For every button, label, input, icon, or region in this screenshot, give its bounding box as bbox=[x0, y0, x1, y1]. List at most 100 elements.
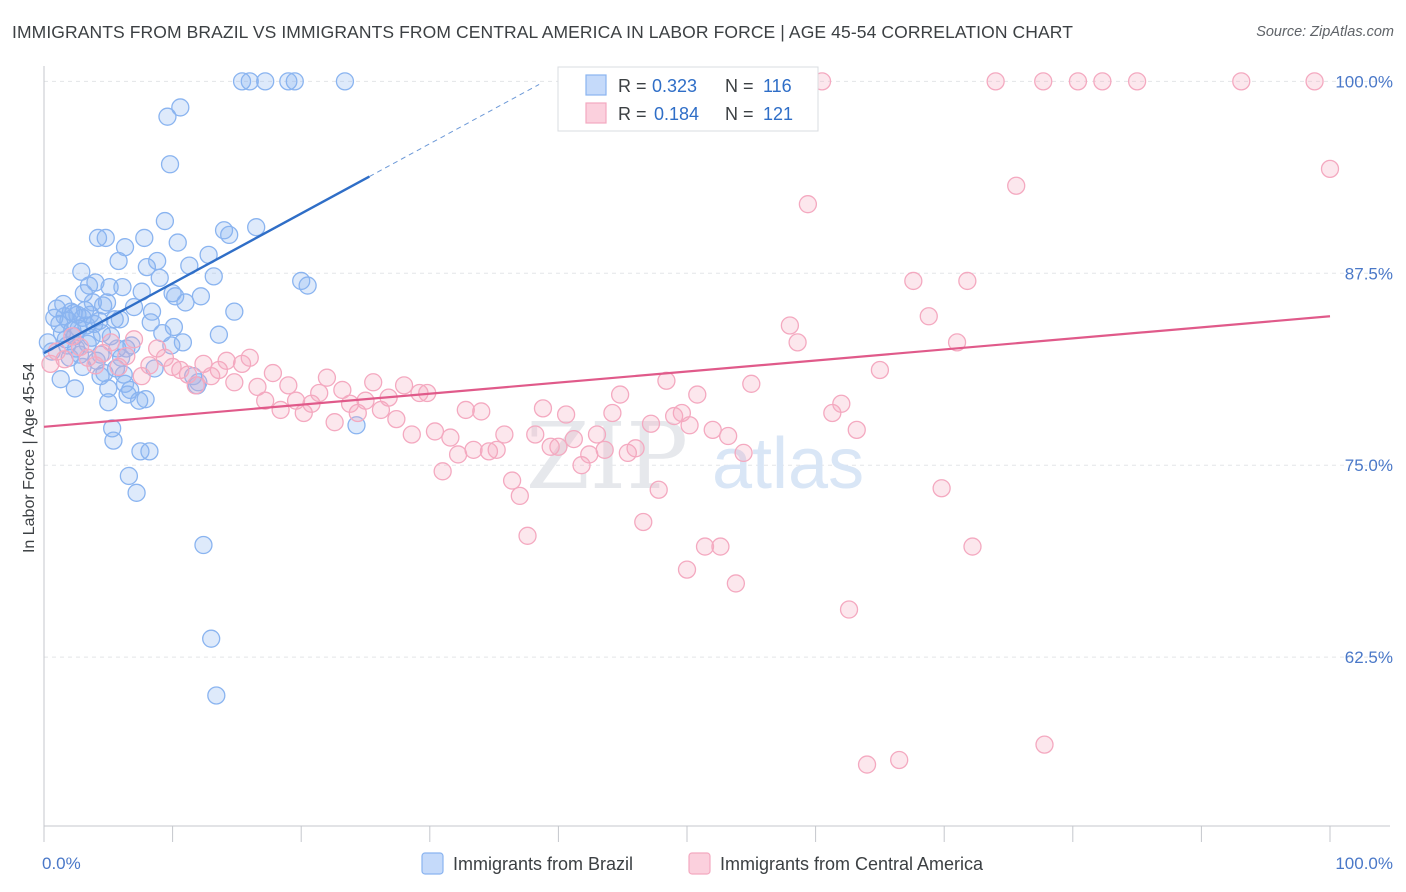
y-tick-label-3: 100.0% bbox=[1335, 72, 1393, 91]
legend-r-value-brazil: 0.323 bbox=[652, 76, 697, 96]
brazil-point-57 bbox=[119, 466, 139, 486]
legend-n-label-central-america: N = bbox=[725, 104, 754, 124]
central-america-point-65 bbox=[541, 437, 560, 456]
central-america-point-99 bbox=[839, 600, 859, 619]
central-america-point-74 bbox=[610, 385, 630, 404]
brazil-point-20 bbox=[72, 262, 91, 281]
brazil-point-114 bbox=[164, 317, 184, 337]
legend-r-label-central-america: R = bbox=[618, 104, 647, 124]
watermark: ZIP atlas bbox=[526, 403, 864, 510]
central-america-point-52 bbox=[441, 428, 460, 447]
central-america-point-66 bbox=[549, 437, 568, 456]
central-america-point-29 bbox=[263, 363, 283, 383]
central-america-point-85 bbox=[695, 537, 715, 556]
central-america-point-112 bbox=[1034, 72, 1053, 91]
y-axis-title: In Labor Force | Age 45-54 bbox=[21, 363, 38, 553]
brazil-point-71 bbox=[155, 211, 175, 231]
series-central-america-points bbox=[41, 72, 1340, 774]
legend-r-label-brazil: R = bbox=[618, 76, 647, 96]
central-america-point-59 bbox=[495, 425, 514, 444]
central-america-point-56 bbox=[472, 402, 491, 421]
brazil-point-54 bbox=[115, 238, 135, 257]
brazil-point-83 bbox=[194, 535, 213, 555]
central-america-point-19 bbox=[186, 376, 205, 395]
brazil-point-93 bbox=[279, 72, 298, 91]
central-america-point-105 bbox=[919, 307, 938, 326]
central-america-point-67 bbox=[556, 405, 576, 424]
brazil-point-79 bbox=[176, 293, 195, 312]
trend-line-brazil bbox=[43, 175, 370, 355]
central-america-point-24 bbox=[225, 373, 244, 392]
central-america-point-64 bbox=[533, 399, 553, 418]
central-america-point-72 bbox=[595, 440, 614, 459]
central-america-point-120 bbox=[677, 560, 697, 579]
central-america-point-94 bbox=[788, 333, 807, 352]
central-america-point-27 bbox=[248, 377, 267, 397]
trend-lines bbox=[43, 83, 1331, 428]
central-america-point-31 bbox=[279, 376, 298, 395]
central-america-point-70 bbox=[580, 445, 599, 464]
central-america-point-35 bbox=[310, 383, 329, 403]
brazil-point-115 bbox=[191, 287, 211, 306]
brazil-point-39 bbox=[96, 228, 115, 248]
central-america-point-30 bbox=[271, 400, 290, 420]
central-america-point-51 bbox=[433, 462, 452, 481]
legend-n-value-brazil: 116 bbox=[763, 76, 792, 96]
brazil-point-60 bbox=[127, 483, 146, 502]
central-america-point-78 bbox=[641, 414, 661, 433]
central-america-point-26 bbox=[240, 348, 259, 367]
y-tick-label-0: 62.5% bbox=[1345, 648, 1393, 667]
central-america-point-101 bbox=[857, 755, 877, 774]
central-america-point-46 bbox=[394, 376, 414, 395]
brazil-point-90 bbox=[232, 72, 252, 91]
brazil-point-102 bbox=[131, 442, 150, 461]
bottom-legend-swatch-brazil bbox=[421, 852, 444, 875]
central-america-point-102 bbox=[870, 360, 890, 380]
brazil-point-96 bbox=[335, 72, 355, 91]
brazil-point-99 bbox=[207, 686, 226, 705]
brazil-point-86 bbox=[209, 325, 229, 344]
brazil-point-85 bbox=[204, 267, 223, 286]
central-america-point-8 bbox=[101, 333, 121, 352]
central-america-point-54 bbox=[456, 400, 475, 420]
central-america-point-110 bbox=[986, 72, 1005, 91]
central-america-point-115 bbox=[1093, 72, 1112, 91]
brazil-point-40 bbox=[97, 293, 117, 312]
legend-n-label-brazil: N = bbox=[725, 76, 754, 96]
brazil-point-92 bbox=[256, 72, 275, 91]
central-america-point-93 bbox=[780, 316, 800, 335]
brazil-point-73 bbox=[160, 155, 180, 174]
central-america-point-15 bbox=[155, 348, 175, 367]
series-legend: Immigrants from Brazil Immigrants from C… bbox=[421, 852, 984, 875]
central-america-point-13 bbox=[140, 356, 159, 375]
brazil-point-50 bbox=[110, 310, 130, 329]
central-america-point-95 bbox=[798, 195, 818, 214]
brazil-point-98 bbox=[202, 629, 221, 648]
brazil-point-52 bbox=[113, 277, 132, 297]
central-america-point-119 bbox=[1320, 159, 1340, 179]
watermark-zip: ZIP bbox=[526, 403, 688, 510]
central-america-point-88 bbox=[719, 426, 738, 446]
central-america-point-86 bbox=[703, 420, 722, 440]
central-america-point-2 bbox=[55, 350, 74, 369]
brazil-point-75 bbox=[166, 287, 185, 306]
central-america-point-91 bbox=[742, 374, 761, 393]
brazil-point-112 bbox=[115, 374, 135, 393]
source-label: Source: ZipAtlas.com bbox=[1256, 24, 1394, 40]
legend-n-value-central-america: 121 bbox=[763, 104, 793, 124]
central-america-point-10 bbox=[117, 347, 136, 366]
brazil-point-94 bbox=[285, 72, 304, 91]
axes bbox=[43, 66, 1390, 842]
brazil-point-100 bbox=[247, 218, 266, 237]
brazil-point-110 bbox=[65, 379, 85, 398]
brazil-point-69 bbox=[150, 268, 169, 288]
trend-line-central-america bbox=[43, 315, 1331, 428]
gridlines bbox=[44, 80, 1390, 658]
central-america-point-28 bbox=[256, 391, 275, 410]
central-america-point-103 bbox=[890, 750, 909, 770]
central-america-point-108 bbox=[958, 271, 977, 291]
y-tick-label-2: 87.5% bbox=[1345, 264, 1393, 283]
central-america-point-11 bbox=[124, 330, 144, 349]
central-america-point-116 bbox=[1127, 72, 1147, 91]
brazil-point-64 bbox=[137, 257, 157, 277]
